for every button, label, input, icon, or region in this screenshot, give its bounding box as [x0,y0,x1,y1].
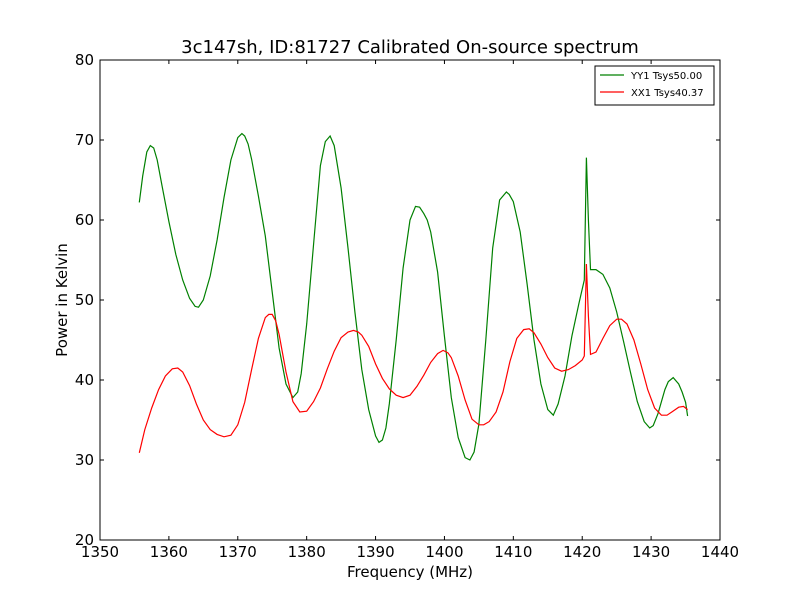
legend-box [594,65,715,106]
x-tick-label: 1390 [356,543,394,561]
series-line-0 [138,132,689,461]
x-axis-label: Frequency (MHz) [347,563,473,581]
x-tick-label: 1360 [150,543,188,561]
x-tick-label: 1430 [632,543,670,561]
x-tick-label: 1380 [288,543,326,561]
chart-title: 3c147sh, ID:81727 Calibrated On-source s… [181,37,639,58]
x-tick-label: 1350 [81,543,119,561]
legend: YY1 Tsys50.00 XX1 Tsys40.37 [594,65,715,106]
plot-area [138,132,689,461]
x-tick-label: 1400 [425,543,463,561]
y-axis-label: Power in Kelvin [53,243,71,357]
x-axis: 1350 1360 1370 1380 1390 1400 1410 1420 1430 1440 [81,60,739,561]
legend-label: YY1 Tsys50.00 [630,71,702,82]
y-tick-label: 50 [75,291,94,309]
y-tick-label: 40 [75,371,94,389]
series-line-1 [138,263,688,453]
x-tick-label: 1420 [563,543,601,561]
y-tick-label: 80 [75,51,94,69]
y-tick-label: 60 [75,211,94,229]
x-tick-label: 1370 [219,543,257,561]
plot-frame [99,59,721,541]
y-tick-label: 30 [75,451,94,469]
y-tick-label: 20 [75,531,94,549]
x-tick-label: 1440 [701,543,739,561]
legend-label: XX1 Tsys40.37 [631,88,704,99]
x-tick-label: 1410 [494,543,532,561]
y-tick-label: 70 [75,131,94,149]
y-axis: 20 30 40 50 60 70 80 [75,51,720,549]
